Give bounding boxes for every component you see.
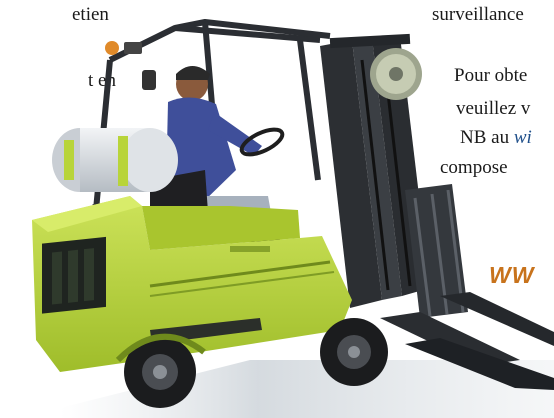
- left-text-line-1: etien: [72, 4, 109, 25]
- hose-reel: [370, 48, 422, 100]
- fork-carriage: [405, 184, 468, 318]
- propane-tank: [52, 128, 178, 192]
- steering-wheel: [239, 127, 285, 157]
- right-text-line-3: veuillez v: [456, 98, 531, 119]
- warning-light: [105, 41, 119, 55]
- right-text-line-2: Pour obte: [454, 65, 528, 86]
- ground-shadow: [60, 360, 554, 418]
- website-link[interactable]: wi: [513, 127, 532, 148]
- right-text-line-4: NB au wi: [460, 127, 532, 149]
- rear-wheel: [124, 336, 196, 408]
- forklift-body: [32, 196, 352, 372]
- right-text-line-1: surveillance: [432, 4, 524, 25]
- forks: [380, 292, 554, 390]
- front-wheel: [320, 318, 388, 386]
- www-url-text[interactable]: WW: [489, 262, 535, 288]
- right-text-prefix: NB au: [460, 127, 514, 148]
- mirror: [142, 70, 156, 90]
- right-text-line-5: compose: [440, 157, 508, 178]
